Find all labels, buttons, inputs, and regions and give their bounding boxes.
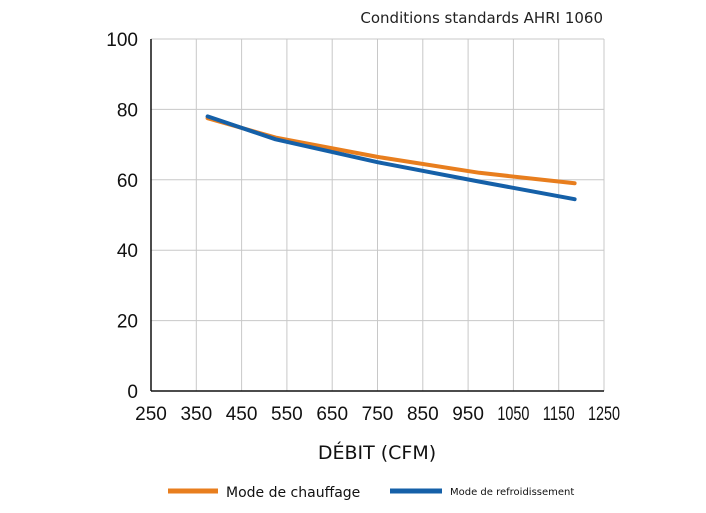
x-tick-label: 1150: [543, 404, 575, 425]
legend-label-1: Mode de chauffage: [226, 485, 360, 501]
y-tick-label: 40: [117, 241, 138, 262]
x-tick-label: 1250: [588, 404, 620, 425]
y-tick-label: 0: [127, 382, 138, 403]
legend: Mode de chauffage Mode de refroidissement: [168, 485, 574, 501]
legend-label-2: Mode de refroidissement: [450, 487, 574, 498]
x-tick-labels: 250 350 450 550 650 750 850 950 1050 1150 1250: [135, 404, 620, 425]
x-tick-label: 550: [271, 404, 303, 425]
series-lines: [205, 114, 577, 202]
y-tick-labels: 0 20 40 60 80 100: [106, 30, 138, 403]
x-tick-label: 350: [180, 404, 212, 425]
y-tick-label: 20: [117, 312, 138, 333]
x-tick-label: 650: [316, 404, 348, 425]
y-tick-label: 100: [106, 30, 138, 51]
grid: [150, 38, 605, 392]
x-tick-label: 1050: [497, 404, 529, 425]
axes: [150, 39, 604, 392]
x-tick-label: 250: [135, 404, 167, 425]
x-tick-label: 950: [452, 404, 484, 425]
chart-subtitle: Conditions standards AHRI 1060: [360, 9, 603, 27]
x-tick-label: 750: [362, 404, 394, 425]
y-tick-label: 80: [117, 100, 138, 121]
series-line-2: [205, 114, 577, 202]
x-tick-label: 850: [407, 404, 439, 425]
x-tick-label: 450: [226, 404, 258, 425]
x-axis-label: DÉBIT (CFM): [318, 441, 436, 464]
series-line-1: [205, 116, 577, 186]
y-tick-label: 60: [117, 171, 138, 192]
